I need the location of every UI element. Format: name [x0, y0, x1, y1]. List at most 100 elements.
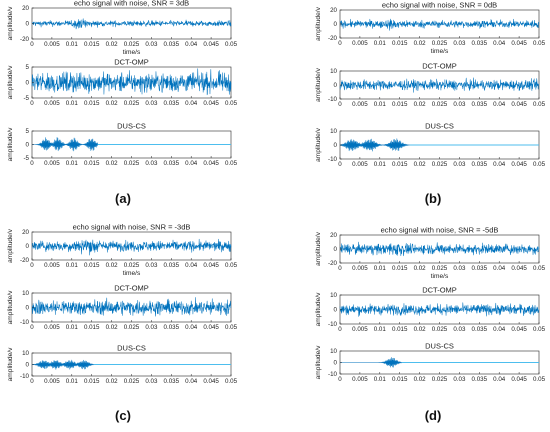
x-tick-label: 0.045: [511, 161, 527, 168]
x-tick-label: 0.04: [185, 378, 198, 385]
signal-line: [31, 68, 232, 96]
signal-line: [339, 18, 540, 31]
x-tick-label: 0.01: [66, 324, 79, 331]
x-tick-label: 0: [30, 378, 34, 385]
plot-title: DUS-CS: [425, 122, 454, 131]
x-tick-label: 0.045: [203, 100, 219, 107]
x-tick-label: 0.05: [533, 265, 546, 272]
y-tick-label: -10: [328, 371, 338, 378]
panel-label: (a): [115, 191, 131, 206]
x-tick-label: 0.015: [392, 101, 408, 108]
x-tick-label: 0.035: [164, 378, 180, 385]
panel-label: (d): [425, 408, 442, 423]
panel-0: echo signal with noise, SNR = 3dB-200200…: [7, 0, 238, 206]
plot-2-0: echo signal with noise, SNR = -3dB-20020…: [7, 223, 238, 278]
y-tick-label: -10: [328, 156, 338, 163]
x-tick-label: 0.01: [66, 378, 79, 385]
y-tick-label: 10: [330, 68, 337, 75]
x-tick-label: 0.02: [414, 101, 427, 108]
y-tick-label: 0: [334, 360, 338, 367]
x-tick-label: 0.02: [106, 378, 119, 385]
signal-line: [339, 241, 540, 257]
plot-title: DCT-OMP: [422, 62, 457, 71]
x-tick-label: 0: [338, 376, 342, 383]
x-tick-label: 0.04: [185, 100, 198, 107]
x-tick-label: 0.005: [44, 324, 60, 331]
x-tick-label: 0.02: [106, 262, 119, 269]
x-tick-label: 0.025: [432, 161, 448, 168]
x-tick-label: 0.03: [145, 262, 158, 269]
x-tick-label: 0.035: [164, 262, 180, 269]
x-tick-label: 0.015: [392, 376, 408, 383]
y-tick-label: 0: [334, 142, 338, 149]
y-axis-label: amplitude/v: [7, 347, 14, 381]
x-tick-label: 0.015: [84, 160, 100, 167]
y-axis-label: amplitude/v: [315, 127, 322, 161]
x-tick-label: 0.04: [493, 265, 506, 272]
y-tick-label: -20: [20, 36, 30, 43]
x-tick-label: 0: [30, 324, 34, 331]
x-tick-label: 0.01: [374, 265, 387, 272]
y-tick-label: 10: [330, 348, 337, 355]
x-tick-label: 0.035: [164, 324, 180, 331]
signal-line: [339, 302, 540, 317]
x-tick-label: 0.035: [472, 101, 488, 108]
y-tick-label: 0: [334, 246, 338, 253]
x-tick-label: 0.03: [453, 265, 466, 272]
x-tick-label: 0.02: [414, 376, 427, 383]
x-tick-label: 0.01: [66, 41, 79, 48]
y-tick-label: 0: [26, 305, 30, 312]
x-axis-label: time/s: [123, 270, 141, 277]
y-axis-label: amplitude/v: [7, 228, 14, 262]
x-tick-label: 0.03: [453, 161, 466, 168]
y-axis-label: amplitude/v: [7, 127, 14, 161]
x-tick-label: 0.025: [432, 101, 448, 108]
y-tick-label: 0: [26, 21, 30, 28]
y-tick-label: 10: [22, 290, 29, 297]
x-tick-label: 0.045: [511, 101, 527, 108]
x-tick-label: 0.04: [493, 326, 506, 333]
x-axis-label: time/s: [431, 48, 449, 55]
x-tick-label: 0.03: [145, 100, 158, 107]
y-axis-label: amplitude/v: [315, 345, 322, 379]
y-tick-label: -20: [20, 257, 30, 264]
x-tick-label: 0.045: [511, 376, 527, 383]
x-tick-label: 0.02: [106, 324, 119, 331]
x-tick-label: 0.01: [374, 326, 387, 333]
y-tick-label: 0: [26, 243, 30, 250]
x-tick-label: 0.045: [203, 41, 219, 48]
plot-title: DUS-CS: [117, 122, 146, 131]
panel-label: (c): [115, 408, 131, 423]
x-tick-label: 0.025: [432, 40, 448, 47]
y-axis-label: amplitude/v: [7, 290, 14, 324]
y-tick-label: -10: [20, 319, 30, 326]
y-tick-label: 0: [334, 82, 338, 89]
x-tick-label: 0.015: [392, 161, 408, 168]
x-tick-label: 0.02: [106, 100, 119, 107]
x-tick-label: 0: [338, 326, 342, 333]
x-tick-label: 0.04: [493, 40, 506, 47]
x-tick-label: 0: [30, 262, 34, 269]
x-tick-label: 0.02: [414, 161, 427, 168]
x-tick-label: 0.045: [203, 324, 219, 331]
x-tick-label: 0.04: [185, 324, 198, 331]
x-tick-label: 0.05: [533, 376, 546, 383]
y-tick-label: 0: [334, 307, 338, 314]
x-tick-label: 0.025: [124, 100, 140, 107]
x-tick-label: 0.01: [374, 376, 387, 383]
x-tick-label: 0.01: [66, 160, 79, 167]
panel-1: echo signal with noise, SNR = 0dB-200200…: [315, 1, 546, 207]
x-tick-label: 0.025: [124, 262, 140, 269]
x-tick-label: 0.025: [432, 326, 448, 333]
x-tick-label: 0.05: [533, 40, 546, 47]
x-tick-label: 0.01: [374, 40, 387, 47]
x-tick-label: 0.005: [352, 40, 368, 47]
x-tick-label: 0.015: [392, 40, 408, 47]
x-tick-label: 0.03: [145, 41, 158, 48]
signal-line: [31, 18, 232, 30]
x-tick-label: 0.04: [493, 376, 506, 383]
x-tick-label: 0: [338, 101, 342, 108]
